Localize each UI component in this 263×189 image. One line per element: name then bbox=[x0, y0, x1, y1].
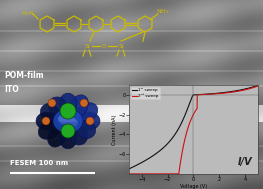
1ˢᵗ sweep bbox=[140, 161, 144, 163]
2ⁿᵈ sweep bbox=[127, 173, 130, 175]
1ˢᵗ sweep bbox=[256, 84, 259, 87]
Text: H$_2$N: H$_2$N bbox=[21, 10, 35, 19]
Ellipse shape bbox=[75, 103, 98, 122]
Line: 1ˢᵗ sweep: 1ˢᵗ sweep bbox=[129, 85, 258, 169]
Ellipse shape bbox=[48, 97, 67, 116]
Ellipse shape bbox=[53, 109, 83, 133]
2ⁿᵈ sweep bbox=[228, 91, 231, 94]
2ⁿᵈ sweep bbox=[230, 91, 233, 93]
1ˢᵗ sweep bbox=[228, 91, 231, 93]
Circle shape bbox=[48, 99, 56, 107]
Ellipse shape bbox=[69, 95, 88, 118]
Ellipse shape bbox=[38, 119, 61, 139]
Ellipse shape bbox=[77, 120, 96, 139]
1ˢᵗ sweep bbox=[216, 92, 219, 94]
1ˢᵗ sweep bbox=[230, 90, 233, 93]
Ellipse shape bbox=[59, 127, 77, 149]
Ellipse shape bbox=[69, 126, 88, 145]
2ⁿᵈ sweep bbox=[140, 173, 144, 175]
Text: Si: Si bbox=[118, 43, 124, 49]
Ellipse shape bbox=[59, 93, 77, 115]
Text: ITO: ITO bbox=[4, 84, 19, 94]
Legend: 1ˢᵗ sweep, 2ⁿᵈ sweep: 1ˢᵗ sweep, 2ⁿᵈ sweep bbox=[131, 87, 160, 99]
Circle shape bbox=[61, 124, 75, 138]
Circle shape bbox=[42, 117, 50, 125]
1ˢᵗ sweep bbox=[127, 168, 130, 170]
Line: 2ⁿᵈ sweep: 2ⁿᵈ sweep bbox=[129, 86, 258, 174]
Text: POM-film: POM-film bbox=[4, 71, 44, 81]
2ⁿᵈ sweep bbox=[179, 158, 183, 160]
Circle shape bbox=[60, 103, 76, 119]
Text: I/V: I/V bbox=[238, 157, 252, 167]
Y-axis label: Current (nA): Current (nA) bbox=[112, 114, 117, 145]
1ˢᵗ sweep bbox=[179, 123, 183, 125]
2ⁿᵈ sweep bbox=[216, 93, 219, 95]
Circle shape bbox=[86, 117, 94, 125]
Circle shape bbox=[80, 99, 88, 107]
2ⁿᵈ sweep bbox=[184, 135, 187, 137]
2ⁿᵈ sweep bbox=[256, 85, 259, 87]
Text: O: O bbox=[102, 43, 106, 49]
Text: Si: Si bbox=[84, 43, 90, 49]
Ellipse shape bbox=[78, 112, 100, 130]
Ellipse shape bbox=[48, 124, 67, 147]
X-axis label: Voltage (V): Voltage (V) bbox=[180, 184, 207, 189]
Ellipse shape bbox=[36, 112, 58, 130]
1ˢᵗ sweep bbox=[184, 112, 187, 115]
Text: FESEM 100 nm: FESEM 100 nm bbox=[10, 160, 68, 166]
Text: NH$_2$: NH$_2$ bbox=[156, 8, 170, 16]
Ellipse shape bbox=[40, 103, 59, 122]
